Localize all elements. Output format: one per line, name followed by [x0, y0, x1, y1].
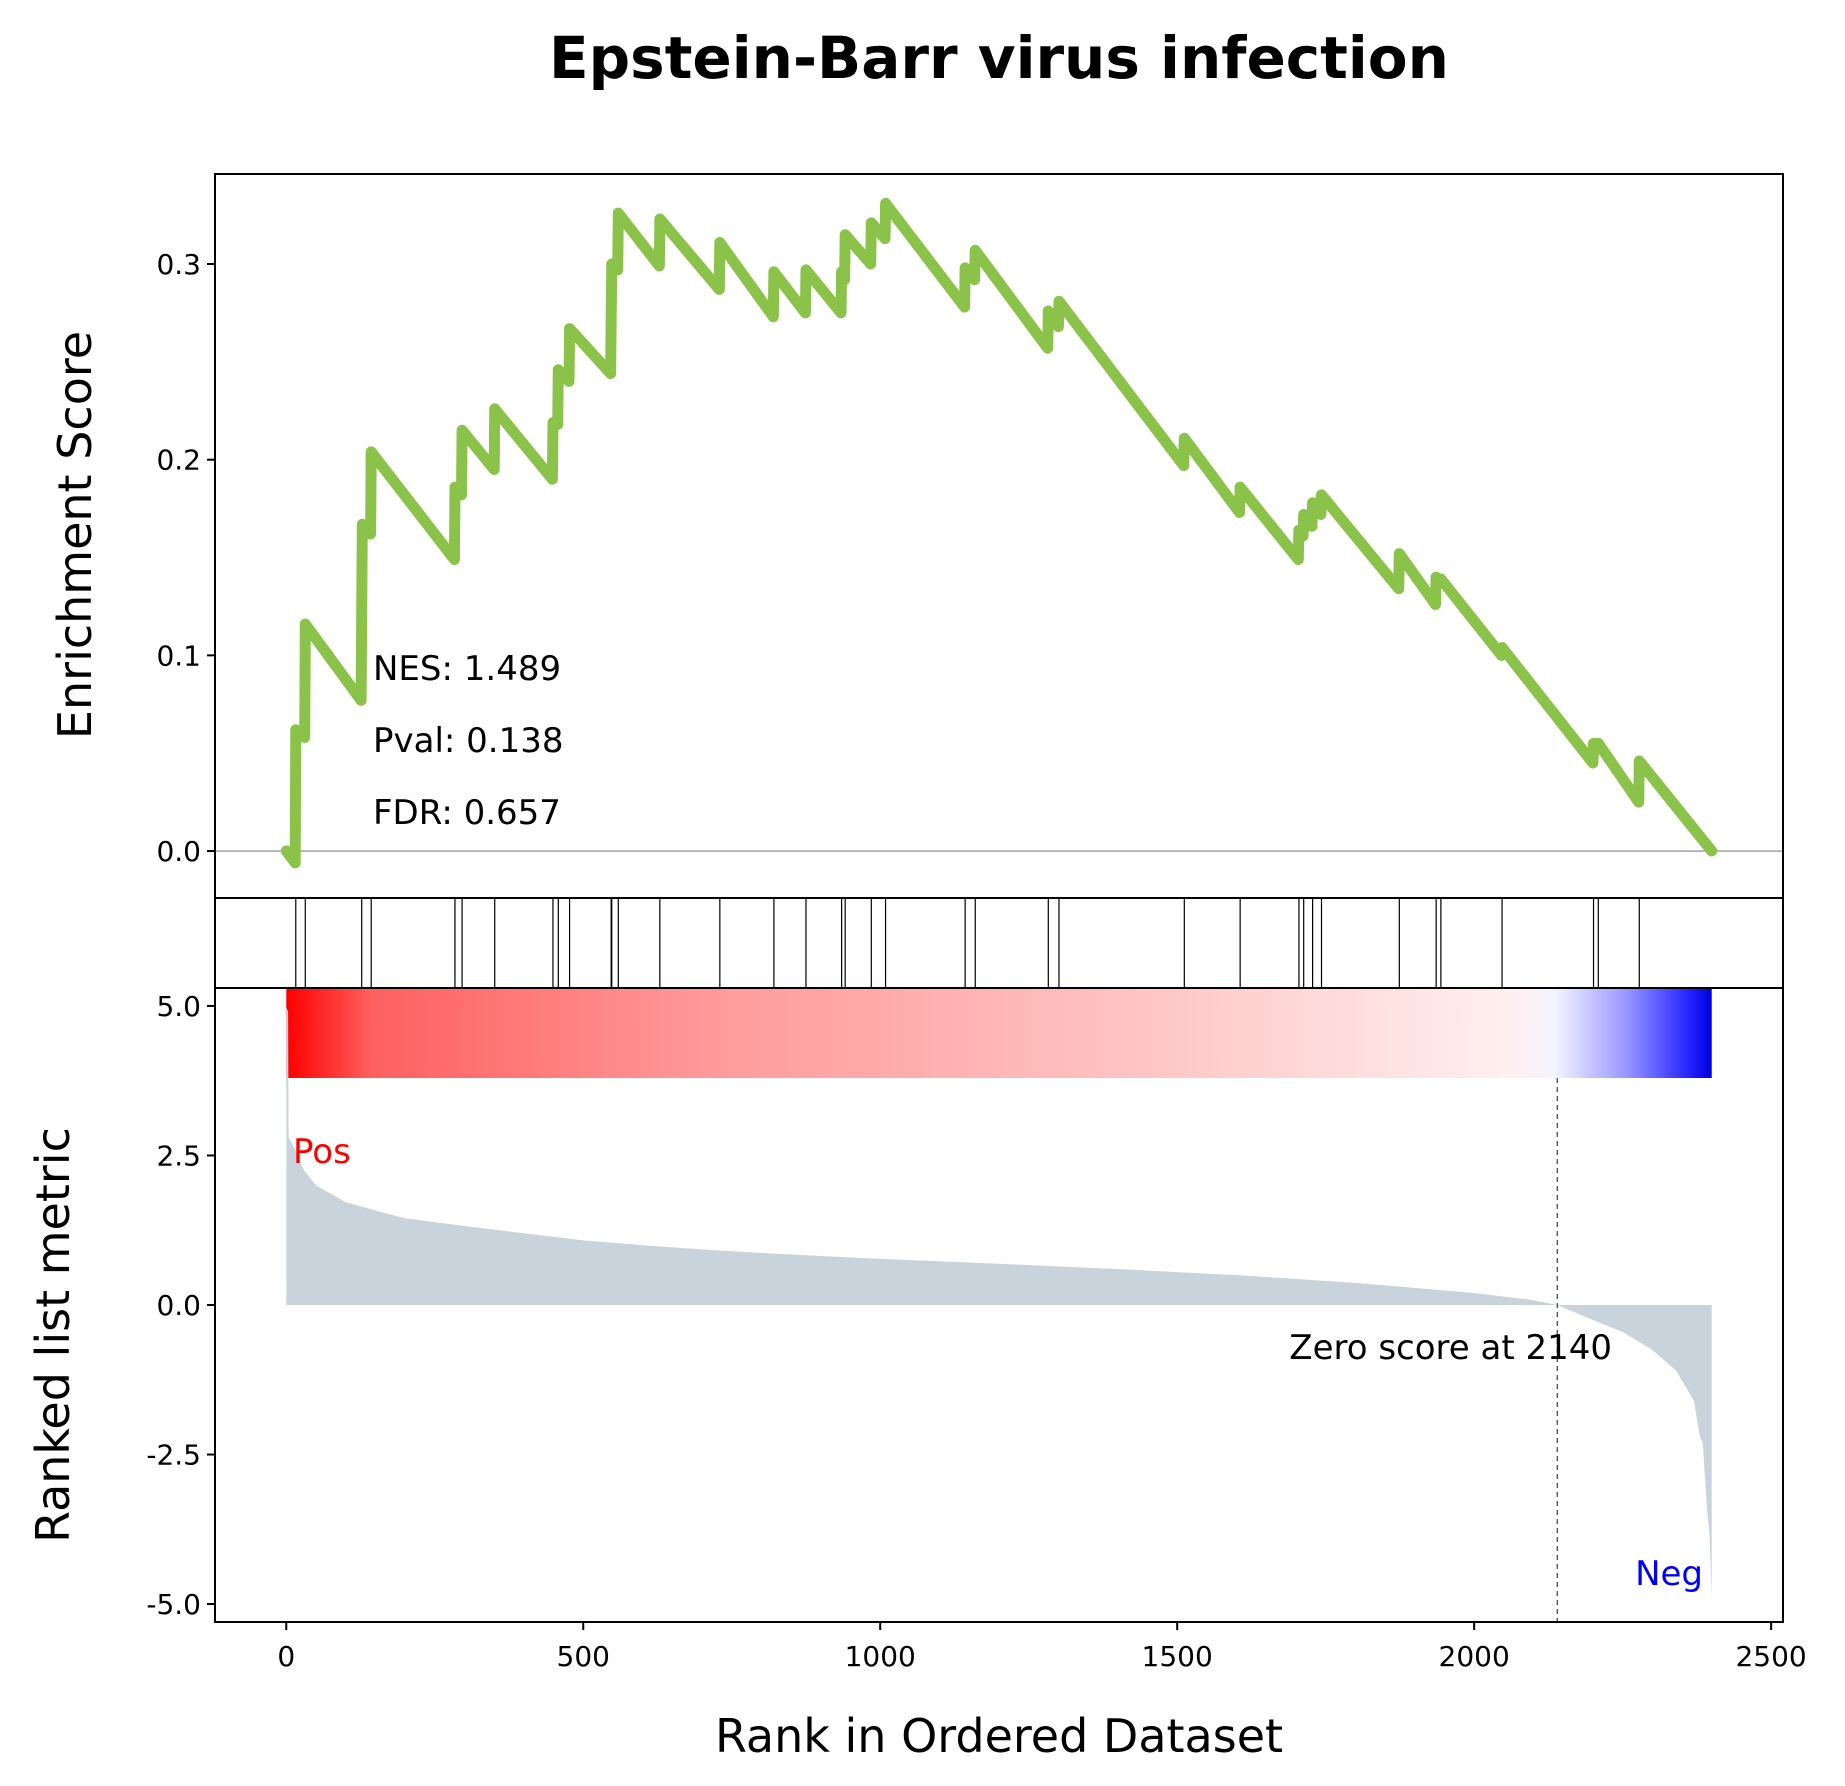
- x-tick-label: 1500: [1142, 1640, 1213, 1673]
- chart-title: Epstein-Barr virus infection: [549, 24, 1449, 92]
- x-tick-label: 0: [277, 1640, 295, 1673]
- hit-lines: [295, 898, 1640, 988]
- zero-score-label: Zero score at 2140: [1289, 1328, 1612, 1368]
- pval-label: Pval: 0.138: [373, 721, 564, 761]
- hits-panel: [214, 897, 1784, 989]
- rank-color-bar: [286, 989, 1712, 1078]
- x-tick-label: 1000: [845, 1640, 916, 1673]
- ranked-y-tick-label: -5.0: [146, 1588, 201, 1621]
- es-y-tick-label: 0.3: [156, 248, 201, 281]
- pos-label: Pos: [293, 1132, 351, 1172]
- es-y-tick-label: 0.0: [156, 835, 201, 868]
- ranked-y-tick-label: 5.0: [156, 990, 201, 1023]
- x-ticks: 0 500 1000 1500 2000 2500: [277, 1622, 1807, 1673]
- es-line: [280, 197, 1718, 869]
- x-tick-label: 2000: [1439, 1640, 1510, 1673]
- ranked-y-tick-label: -2.5: [146, 1439, 201, 1472]
- x-axis-title: Rank in Ordered Dataset: [715, 1709, 1283, 1763]
- nes-label: NES: 1.489: [373, 649, 561, 689]
- ranked-y-tick-label: 0.0: [156, 1289, 201, 1322]
- ranked-y-ticks: 5.0 2.5 0.0 -2.5 -5.0: [146, 990, 215, 1621]
- es-y-ticks: 0.0 0.1 0.2 0.3: [156, 248, 215, 868]
- es-y-axis-title: Enrichment Score: [48, 331, 102, 739]
- es-y-tick-label: 0.2: [156, 444, 201, 477]
- ranked-panel-frame: [214, 987, 1784, 1623]
- ranked-y-axis-title: Ranked list metric: [26, 1127, 80, 1543]
- x-tick-label: 2500: [1735, 1640, 1806, 1673]
- fdr-label: FDR: 0.657: [373, 793, 561, 833]
- ranked-panel: Zero score at 2140 Pos Neg 5.0 2.5 0.0 -2.5…: [26, 987, 1784, 1623]
- hits-panel-frame: [214, 897, 1784, 989]
- es-y-tick-label: 0.1: [156, 639, 201, 672]
- enrichment-panel: 0.0 0.1 0.2 0.3 NES: 1.489 Pval: 0.138 FDR:…: [48, 173, 1784, 899]
- neg-label: Neg: [1635, 1554, 1703, 1594]
- ranked-metric-area: [286, 1007, 1712, 1599]
- ranked-y-tick-label: 2.5: [156, 1139, 201, 1172]
- x-tick-label: 500: [557, 1640, 610, 1673]
